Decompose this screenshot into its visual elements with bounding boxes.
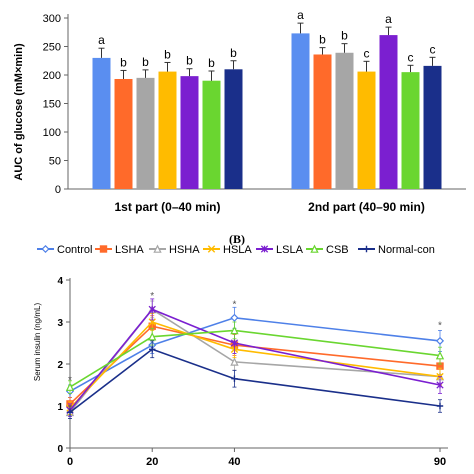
bar-group-label: 1st part (0–40 min) — [114, 200, 220, 214]
legend-label: HSHA — [169, 244, 200, 256]
line-chart-ylabel: Serum insulin (ng/mL) — [33, 303, 42, 382]
bar-significance-label: c — [364, 46, 370, 60]
bar-significance-label: a — [297, 8, 304, 22]
star-marker — [436, 381, 444, 389]
bar-significance-label: b — [120, 55, 127, 69]
triangle-marker — [153, 244, 162, 253]
bar-y-tick-label: 250 — [43, 42, 61, 54]
line-series — [66, 340, 444, 420]
cross-marker — [207, 245, 216, 253]
line-y-tick-label: 1 — [57, 402, 63, 413]
bar-significance-label: c — [408, 50, 414, 64]
panel-label-b: (B) — [229, 232, 245, 246]
serum-insulin-line-chart: (B) Control LSHA HSHA HSLA LSLA CSB Normal-con… — [33, 232, 448, 468]
cross-marker — [148, 318, 156, 326]
bar — [313, 54, 332, 190]
diamond-marker — [230, 313, 239, 322]
bar-chart-axes: 0 50 100 150 200 250 300 1st part (0–40 min) 2nd… — [43, 13, 466, 214]
line-x-tick-label: 90 — [434, 456, 446, 468]
triangle-marker — [310, 244, 319, 253]
bar — [202, 80, 221, 189]
bar — [92, 57, 111, 190]
bar-significance-label: a — [385, 12, 392, 26]
significance-asterisk: * — [68, 375, 72, 386]
line-y-tick-label: 0 — [57, 444, 63, 455]
series-line — [69, 348, 441, 413]
bar-significance-label: b — [142, 55, 149, 69]
line-chart-marks: * * * * — [65, 291, 445, 420]
bar-significance-label: b — [319, 33, 326, 47]
bar-y-tick-label: 200 — [43, 70, 61, 82]
star-marker — [260, 245, 269, 253]
bar — [357, 71, 376, 189]
bar-y-tick-label: 300 — [43, 13, 61, 25]
significance-asterisk: * — [438, 320, 442, 331]
plus-marker — [363, 245, 370, 253]
bar-significance-label: b — [208, 56, 215, 70]
line-x-tick-label: 40 — [228, 456, 240, 468]
legend-label: Control — [57, 244, 92, 256]
legend-label: HSLA — [223, 244, 252, 256]
bar — [180, 76, 199, 189]
bar — [379, 35, 398, 189]
legend-label: LSHA — [115, 244, 144, 256]
line-y-tick-label: 4 — [57, 276, 63, 287]
triangle-marker — [230, 357, 239, 366]
line-y-tick-label: 3 — [57, 318, 63, 329]
star-marker — [148, 305, 156, 314]
bar-significance-label: b — [230, 46, 237, 60]
significance-asterisk: * — [150, 291, 154, 302]
diamond-marker — [435, 336, 445, 345]
bar-significance-label: b — [341, 29, 348, 43]
bar-group-label: 2nd part (40–90 min) — [308, 200, 425, 214]
plus-marker — [436, 402, 444, 410]
bar — [136, 77, 155, 189]
line-series — [65, 321, 445, 394]
series-line — [69, 316, 441, 392]
line-series — [65, 300, 445, 420]
bar — [401, 72, 420, 189]
line-chart-legend: Control LSHA HSHA HSLA LSLA CSB Normal-con — [37, 244, 435, 256]
bar — [291, 33, 310, 189]
plus-marker — [66, 409, 74, 416]
diamond-marker — [41, 244, 50, 254]
bar-y-tick-label: 50 — [49, 156, 61, 168]
square-marker — [99, 245, 108, 253]
bar-y-tick-label: 100 — [43, 127, 61, 139]
bar — [423, 65, 442, 189]
series-line — [69, 321, 441, 409]
bar-y-tick-label: 0 — [55, 184, 61, 196]
line-y-tick-label: 2 — [57, 360, 63, 371]
line-x-tick-label: 0 — [67, 456, 73, 468]
bar — [158, 71, 177, 189]
legend-label: LSLA — [276, 244, 304, 256]
triangle-marker — [65, 382, 75, 391]
star-marker — [230, 339, 239, 347]
auc-glucose-bar-chart: 0 50 100 150 200 250 300 1st part (0–40 min) 2nd… — [13, 8, 466, 214]
bar-significance-label: a — [98, 33, 105, 47]
triangle-marker — [148, 332, 157, 341]
triangle-marker — [435, 351, 445, 360]
significance-asterisk: * — [232, 299, 236, 310]
bar-significance-label: b — [186, 54, 193, 68]
legend-label: CSB — [326, 244, 349, 256]
bar — [335, 52, 354, 189]
legend-label: Normal-con — [378, 244, 435, 256]
bar-significance-label: b — [164, 47, 171, 61]
bar-chart-marks: a b b b b b b a b b c a c c — [92, 8, 442, 190]
series-line — [69, 308, 441, 411]
triangle-marker — [230, 325, 239, 335]
plus-marker — [149, 346, 156, 353]
series-line — [69, 325, 441, 405]
plus-marker — [231, 375, 238, 382]
bar — [224, 69, 243, 189]
line-x-tick-label: 20 — [146, 456, 158, 468]
bar-y-tick-label: 150 — [43, 99, 61, 111]
bar — [114, 78, 133, 189]
bar-significance-label: c — [430, 42, 436, 56]
bar-chart-ylabel: AUC of glucose (mM×min) — [13, 43, 25, 181]
series-line — [69, 329, 441, 388]
